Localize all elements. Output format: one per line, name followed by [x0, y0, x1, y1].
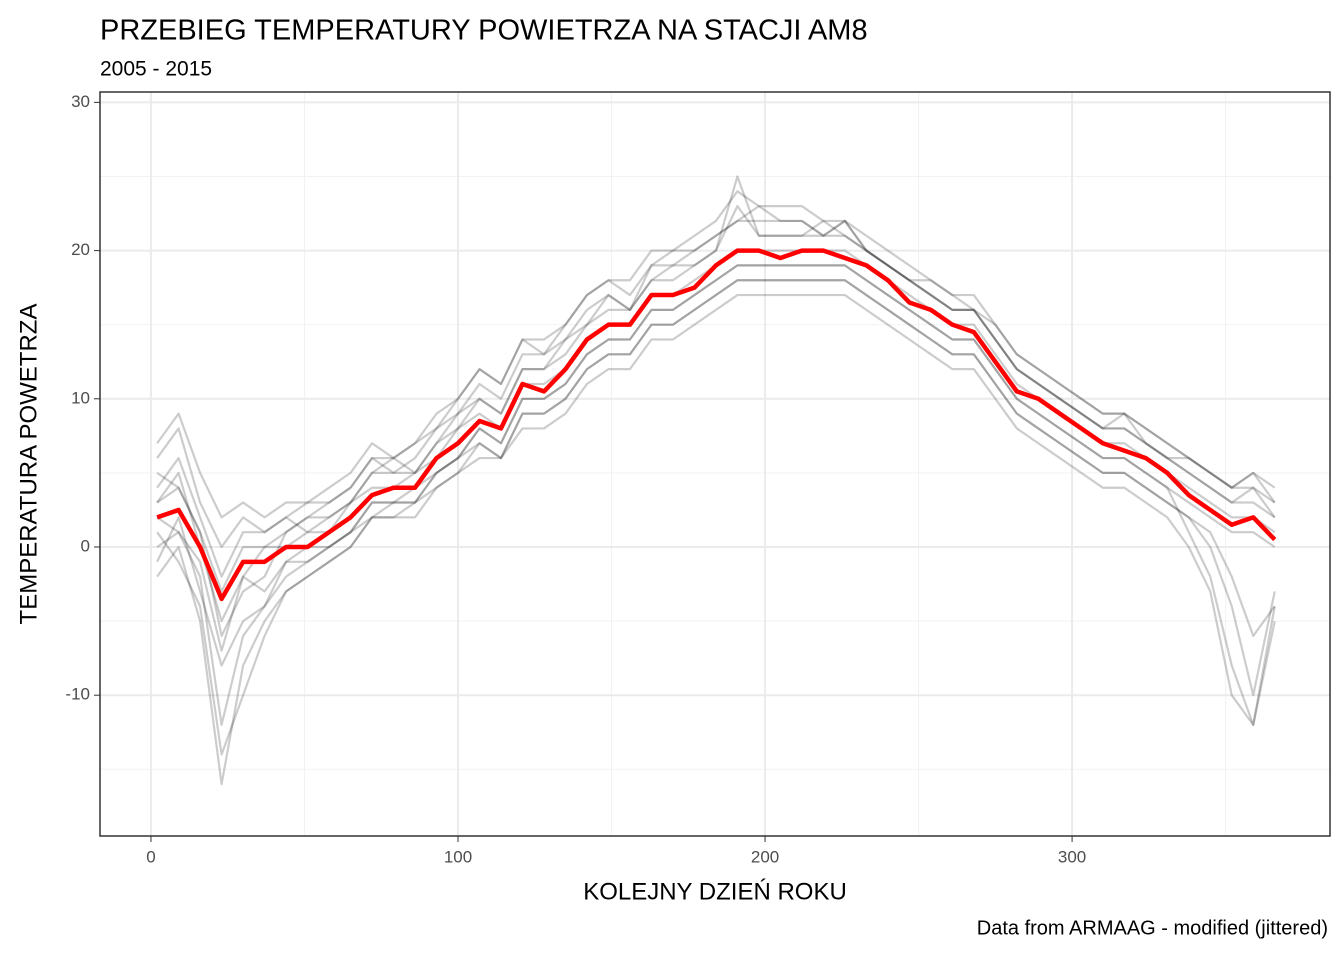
series-line: [156, 219, 1276, 519]
series-line: [156, 279, 1276, 667]
y-tick-label: 10: [71, 388, 90, 407]
plot-border: [99, 91, 1331, 837]
series-line: [156, 248, 1277, 602]
caption: Data from ARMAAG - modified (jittered): [977, 917, 1328, 939]
x-tick-label: 200: [751, 847, 779, 866]
y-tick-label: -10: [65, 685, 90, 704]
x-axis-title: KOLEJNY DZIEŃ ROKU: [583, 878, 847, 905]
series-line: [156, 264, 1276, 726]
series-line: [156, 279, 1276, 756]
x-tick-label: 100: [444, 847, 472, 866]
series-line: [156, 175, 1276, 593]
x-tick-label: 300: [1058, 847, 1086, 866]
chart-subtitle: 2005 - 2015: [100, 58, 212, 81]
chart-title: PRZEBIEG TEMPERATURY POWIETRZA NA STACJI…: [100, 15, 868, 47]
y-tick-label: 20: [71, 240, 90, 259]
series-line: [156, 205, 1276, 578]
y-tick-label: 30: [71, 92, 90, 111]
series-line: [156, 264, 1276, 652]
series-line: [156, 190, 1276, 549]
y-tick-label: 0: [81, 536, 90, 555]
x-tick-label: 0: [146, 847, 155, 866]
series-line: [156, 205, 1276, 638]
y-axis-title: TEMPERATURA POWETRZA: [15, 304, 42, 625]
series-line: [156, 293, 1276, 786]
